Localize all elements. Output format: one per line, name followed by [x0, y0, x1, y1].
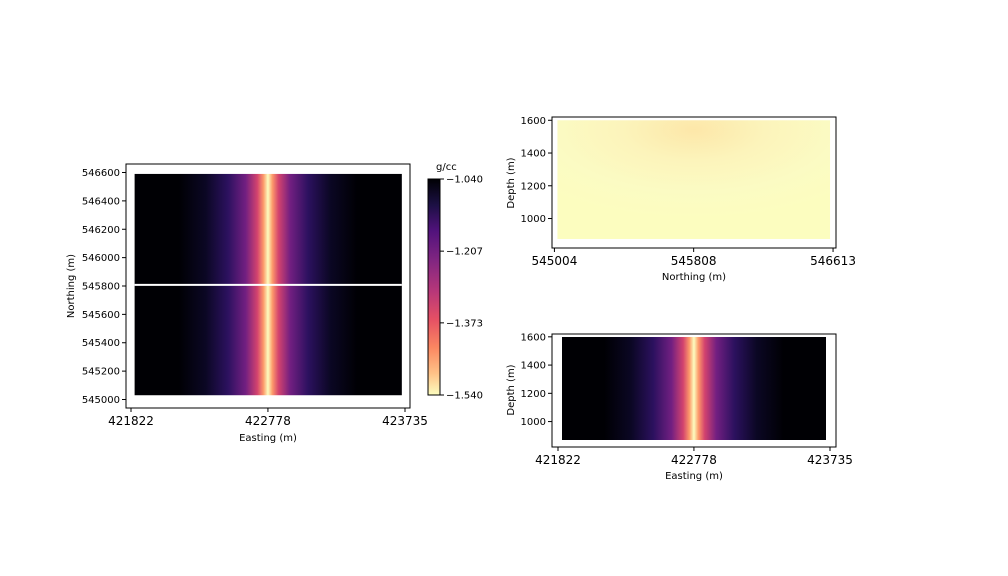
- y-tick-label: 1000: [521, 417, 546, 428]
- section-easting-panel: 421822 422778 423735 1000 1200 1400 1600 East…: [506, 332, 853, 482]
- y-tick-label: 1200: [521, 181, 546, 192]
- x-tick-label: 546613: [810, 254, 856, 268]
- y-tick-label: 1400: [521, 149, 546, 160]
- colorbar-tick-label: −1.040: [446, 175, 483, 186]
- section-easting-xlabel: Easting (m): [665, 471, 723, 482]
- x-tick-label: 545808: [671, 254, 717, 268]
- y-tick-label: 545800: [82, 282, 120, 293]
- y-tick-label: 1600: [521, 116, 546, 127]
- x-tick-label: 423735: [382, 414, 428, 428]
- y-tick-label: 546000: [82, 253, 120, 264]
- y-tick-label: 546400: [82, 196, 120, 207]
- section-northing-heatmap: [557, 120, 830, 239]
- y-tick-label: 545600: [82, 310, 120, 321]
- x-tick-label: 422778: [245, 414, 291, 428]
- colorbar-tick-label: −1.373: [446, 318, 483, 329]
- section-northing-xlabel: Northing (m): [662, 272, 726, 283]
- colorbar-label: g/cc: [436, 162, 457, 173]
- plan-view-xlabel: Easting (m): [239, 433, 297, 444]
- y-tick-label: 1000: [521, 214, 546, 225]
- y-tick-label: 545000: [82, 395, 120, 406]
- plan-view-panel: 421822 422778 423735 545000 545200 545400 545…: [66, 164, 428, 444]
- plan-view-ylabel: Northing (m): [66, 254, 77, 318]
- y-tick-label: 1600: [521, 332, 546, 343]
- x-tick-label: 421822: [535, 453, 581, 467]
- colorbar: g/cc −1.040 −1.207 −1.373 −1.540: [428, 162, 483, 402]
- section-easting-heatmap: [562, 337, 826, 440]
- colorbar-tick-label: −1.207: [446, 247, 483, 258]
- y-tick-label: 545400: [82, 338, 120, 349]
- x-tick-label: 545004: [532, 254, 578, 268]
- section-northing-ylabel: Depth (m): [506, 157, 517, 208]
- x-tick-label: 422778: [671, 453, 717, 467]
- y-tick-label: 1400: [521, 361, 546, 372]
- section-easting-ylabel: Depth (m): [506, 364, 517, 415]
- y-tick-label: 546600: [82, 168, 120, 179]
- y-tick-label: 545200: [82, 367, 120, 378]
- section-northing-panel: 545004 545808 546613 1000 1200 1400 1600 Nort…: [506, 116, 856, 283]
- y-tick-label: 546200: [82, 225, 120, 236]
- x-tick-label: 421822: [108, 414, 154, 428]
- y-tick-label: 1200: [521, 389, 546, 400]
- colorbar-gradient: [428, 179, 440, 395]
- x-tick-label: 423735: [807, 453, 853, 467]
- colorbar-tick-label: −1.540: [446, 391, 483, 402]
